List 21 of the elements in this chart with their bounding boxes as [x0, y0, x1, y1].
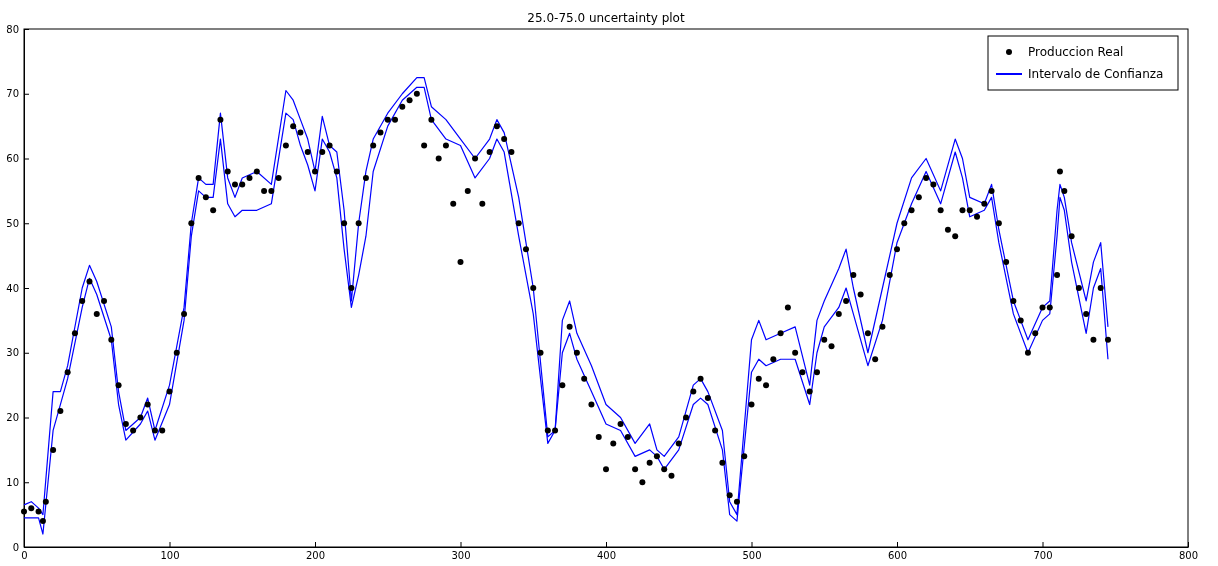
- y-tick-label: 40: [6, 282, 19, 294]
- y-tick-label: 80: [6, 23, 19, 35]
- y-tick-label: 10: [6, 476, 19, 488]
- x-tick-label: 100: [160, 550, 180, 562]
- x-tick-label: 400: [596, 550, 617, 562]
- y-tick-label: 0: [12, 541, 19, 553]
- y-tick-label: 60: [6, 153, 19, 165]
- y-tick-label: 30: [6, 347, 19, 359]
- y-tick-label: 70: [6, 88, 19, 100]
- x-tick-label: 800: [1178, 550, 1199, 562]
- x-tick-label: 700: [1033, 550, 1053, 562]
- x-tick-label: 300: [451, 550, 471, 562]
- legend-label: Produccion Real: [1028, 45, 1124, 59]
- y-tick-label: 20: [6, 412, 19, 424]
- chart-title: 25.0-75.0 uncertainty plot: [527, 11, 685, 25]
- legend-label: Intervalo de Confianza: [1028, 67, 1164, 81]
- x-tick-label: 500: [742, 550, 762, 562]
- x-tick-label: 0: [21, 550, 28, 562]
- x-tick-label: 200: [305, 550, 326, 562]
- x-tick-label: 600: [887, 550, 908, 562]
- y-tick-label: 50: [6, 217, 19, 229]
